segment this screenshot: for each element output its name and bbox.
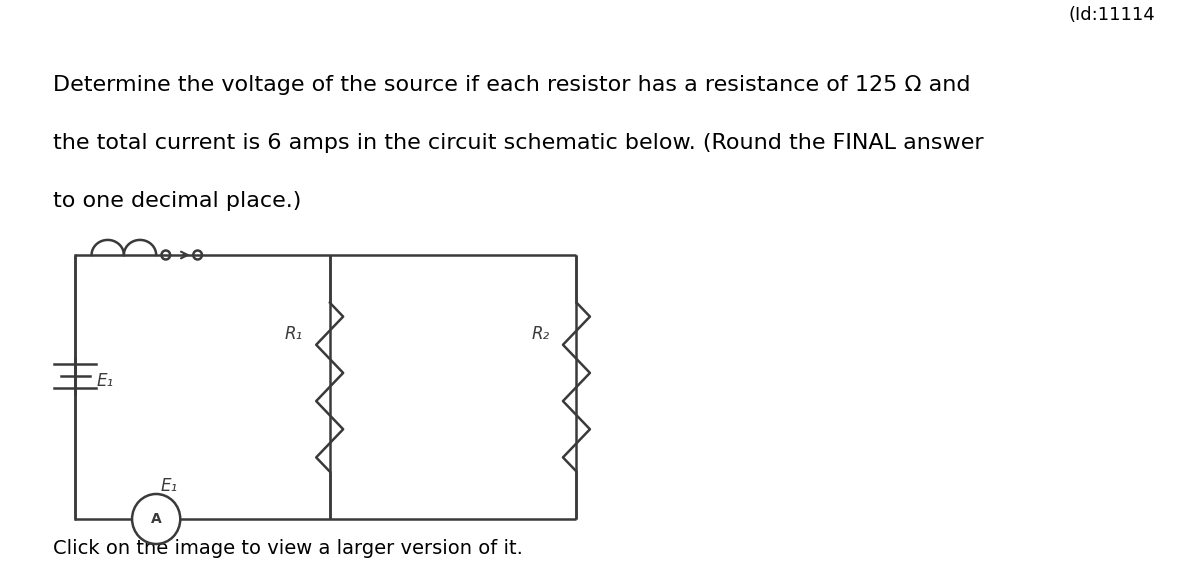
Text: Determine the voltage of the source if each resistor has a resistance of 125 Ω a: Determine the voltage of the source if e… — [53, 75, 971, 95]
Circle shape — [132, 494, 180, 544]
Text: to one decimal place.): to one decimal place.) — [53, 191, 301, 211]
Text: A: A — [151, 512, 162, 526]
Text: E₁: E₁ — [161, 477, 178, 495]
Text: (Id:11114: (Id:11114 — [1068, 6, 1154, 24]
Text: E₁: E₁ — [96, 372, 114, 390]
Text: R₂: R₂ — [532, 325, 550, 343]
Text: Click on the image to view a larger version of it.: Click on the image to view a larger vers… — [53, 539, 523, 558]
Text: R₁: R₁ — [284, 325, 302, 343]
Text: the total current is 6 amps in the circuit schematic below. (Round the FINAL ans: the total current is 6 amps in the circu… — [53, 133, 984, 153]
